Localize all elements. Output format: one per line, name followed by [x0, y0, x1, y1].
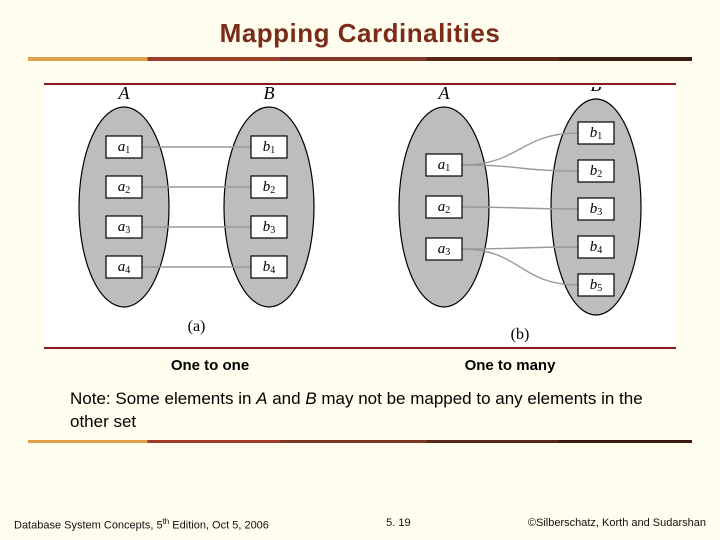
set-label: A	[438, 87, 451, 103]
caption-one-to-one: One to one	[60, 357, 360, 374]
panel-label: (b)	[511, 326, 530, 343]
accent-bar	[28, 57, 692, 61]
footer-right: ©Silberschatz, Korth and Sudarshan	[528, 517, 706, 532]
captions-row: One to one One to many	[60, 357, 660, 374]
note-set-A: A	[256, 389, 267, 408]
slide-title: Mapping Cardinalities	[0, 0, 720, 49]
footer-left: Database System Concepts, 5th Edition, O…	[14, 517, 269, 532]
set-label: A	[118, 87, 131, 103]
note-prefix: Note: Some elements in	[70, 389, 256, 408]
set-label: B	[264, 87, 275, 103]
figure-frame: ABa1a2a3a4b1b2b3b4(a)ABa1a2a3b1b2b3b4b5(…	[44, 83, 676, 349]
note-text: Note: Some elements in A and B may not b…	[70, 388, 650, 434]
footer-center: 5. 19	[386, 517, 410, 532]
set-label: B	[591, 87, 602, 95]
caption-one-to-many: One to many	[360, 357, 660, 374]
footer-left-a: Database System Concepts, 5	[14, 520, 163, 532]
panel-label: (a)	[188, 318, 206, 335]
note-set-B: B	[305, 389, 316, 408]
slide-footer: Database System Concepts, 5th Edition, O…	[0, 517, 720, 532]
accent-bar-bottom	[28, 440, 692, 443]
mapping-diagram: ABa1a2a3a4b1b2b3b4(a)ABa1a2a3b1b2b3b4b5(…	[44, 87, 676, 347]
note-and: and	[268, 389, 306, 408]
footer-left-b: Edition, Oct 5, 2006	[169, 520, 269, 532]
